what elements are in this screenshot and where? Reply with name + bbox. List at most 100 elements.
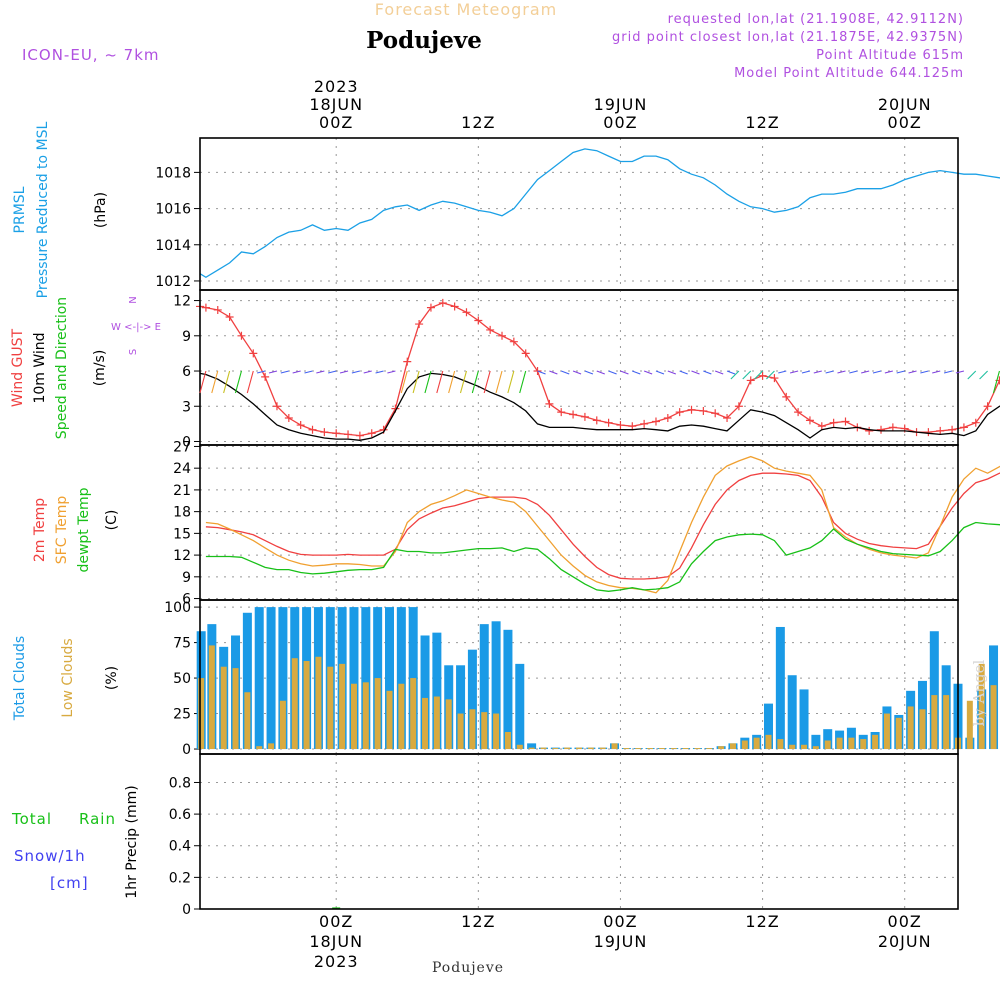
wind-gust-marker-31 [557, 408, 566, 417]
wind-arrow-29 [549, 370, 558, 375]
wind-arrow-62 [932, 370, 941, 374]
wind-gust-marker-57 [865, 426, 874, 435]
low-cloud-bar-57 [872, 734, 879, 750]
low-cloud-bar-49 [777, 739, 784, 750]
temp-unit: (C) [104, 510, 120, 531]
low-cloud-bar-58 [883, 713, 890, 750]
low-cloud-bar-22 [457, 713, 464, 750]
point-altitude: Point Altitude 615m [816, 48, 964, 63]
low-cloud-bar-34 [599, 747, 606, 750]
location-title: Podujeve [366, 27, 482, 54]
bottom-date-label-4: 20JUN [878, 932, 932, 951]
low-cloud-bar-45 [729, 743, 736, 750]
wind-gust-marker-30 [545, 399, 554, 408]
low-cloud-bar-26 [504, 732, 511, 750]
top-hour-label-3: 12Z [745, 113, 779, 132]
wind-arrow-24 [483, 370, 491, 394]
wind-arrow-39 [667, 370, 677, 375]
compass-s: S [128, 349, 139, 355]
wind-arrow-41 [691, 370, 700, 375]
low-cloud-bar-25 [493, 713, 500, 750]
low-cloud-bar-36 [623, 748, 630, 750]
wind-gust-marker-24 [474, 316, 483, 325]
wind-arrow-67 [992, 370, 1000, 394]
wind-gust-marker-9 [296, 421, 305, 430]
wind-ytick-label-4: 12 [173, 294, 191, 310]
precip-ytick-label-3: 0.6 [169, 807, 191, 823]
temp-labels: 2m Temp SFC Temp dewpt Temp (C) [32, 487, 120, 572]
temp2m-label: 2m Temp [32, 498, 48, 562]
wind-arrow-3 [234, 370, 242, 394]
wind-arrow-34 [608, 370, 617, 375]
wind-gust-marker-34 [592, 416, 601, 425]
requested-coords: requested lon,lat (21.1908E, 42.9112N) [668, 12, 964, 27]
pressure-panel: 1012 1014 1016 1018 [155, 137, 1000, 291]
wind-gust-marker-13 [344, 430, 353, 439]
wind-gust-marker-58 [877, 425, 886, 434]
low-cloud-bar-20 [433, 696, 440, 750]
temperature-ytick-label-1: 9 [182, 570, 191, 586]
wind-arrow-31 [572, 370, 582, 375]
wind-arrow-48 [766, 370, 775, 380]
low-cloud-bar-13 [350, 683, 357, 750]
wind-arrow-56 [861, 370, 870, 374]
low-cloud-bar-63 [943, 695, 950, 750]
low-cloud-bar-4 [244, 692, 251, 750]
low-cloud-bar-40 [670, 748, 677, 750]
wind-arrow-38 [655, 370, 665, 375]
total-clouds-label: Total Clouds [12, 636, 28, 721]
wind-gust-marker-28 [521, 349, 530, 358]
prmsl-long-label: Pressure Reduced to MSL [35, 121, 51, 298]
sfc-temp-label: SFC Temp [54, 496, 70, 565]
total-cloud-bar-19 [420, 635, 430, 750]
wind-gust-marker-37 [628, 422, 637, 431]
wind-gust-marker-63 [936, 426, 945, 435]
wind-gust-marker-23 [462, 308, 471, 317]
wind-arrow-63 [943, 370, 953, 374]
low-cloud-bar-10 [315, 656, 322, 750]
total-cloud-bar-22 [456, 665, 466, 750]
wind-label: 10m Wind [32, 332, 48, 403]
snow-label: Snow/1h [14, 847, 86, 865]
clouds-ytick-label-4: 100 [164, 600, 191, 616]
clouds-ytick-label-3: 75 [173, 636, 191, 652]
pressure-ytick-label-0: 1012 [155, 274, 191, 290]
wind-gust-marker-14 [355, 431, 364, 440]
low-cloud-bar-67 [990, 685, 997, 750]
low-cloud-bar-0 [198, 678, 205, 750]
low-cloud-bar-53 [824, 740, 831, 750]
wind-gust-marker-67 [983, 402, 992, 411]
wind-arrow-32 [584, 370, 594, 375]
wind-arrow-57 [872, 370, 882, 374]
wind-gust-marker-18 [403, 357, 412, 366]
wind-arrow-4 [246, 370, 254, 394]
low-cloud-bar-27 [516, 744, 523, 750]
wind-gust-marker-26 [498, 331, 507, 340]
wind-arrow-13 [351, 370, 361, 374]
low-cloud-bar-17 [398, 683, 405, 750]
wind-arrow-27 [519, 370, 527, 394]
low-cloud-bar-54 [836, 737, 843, 750]
credit: by Angel [970, 659, 988, 726]
wind-arrow-23 [471, 370, 479, 394]
bottom-date-label-0: 18JUN [309, 932, 363, 951]
precip-labels: Total Rain Snow/1h [cm] 1hr Precip (mm) [11, 785, 140, 898]
total-cloud-bar-5 [254, 607, 264, 750]
low-cloud-bar-23 [469, 709, 476, 750]
total-cloud-bar-26 [503, 629, 513, 750]
clouds-ytick-label-1: 25 [173, 707, 191, 723]
rain-label: Rain [79, 810, 116, 828]
low-cloud-bar-11 [327, 666, 334, 750]
wind-gust-marker-20 [426, 303, 435, 312]
wind-arrow-66 [979, 370, 988, 380]
total-cloud-bar-23 [467, 649, 477, 750]
low-cloud-bar-29 [540, 747, 547, 750]
wind-ytick-label-1: 3 [182, 399, 191, 415]
wind-gust-marker-7 [272, 402, 281, 411]
wind-arrow-11 [328, 370, 337, 374]
wind-arrow-59 [896, 370, 905, 374]
wind-gust-marker-43 [699, 406, 708, 415]
wind-gust-marker-15 [367, 429, 376, 438]
temperature-series-2-line [205, 521, 1000, 592]
total-cloud-bar-28 [527, 743, 537, 750]
